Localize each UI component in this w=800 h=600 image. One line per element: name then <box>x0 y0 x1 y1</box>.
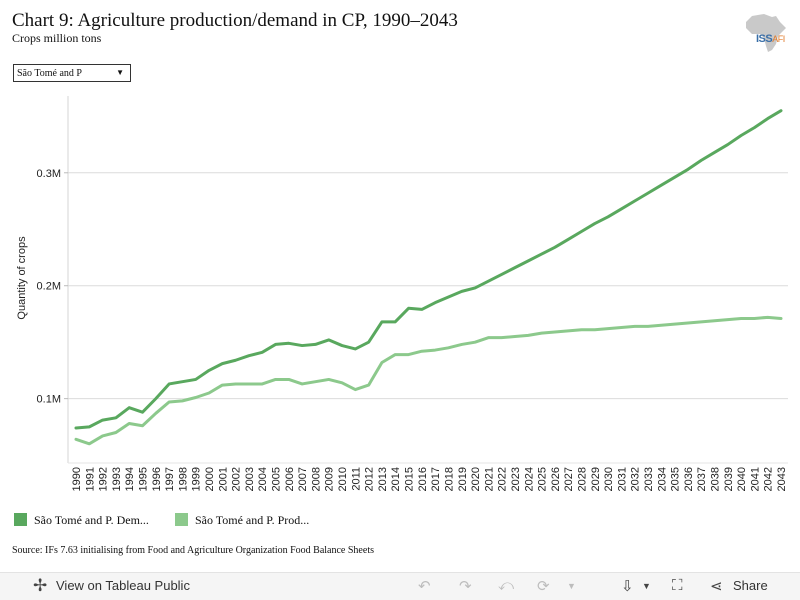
africa-map-icon <box>746 14 786 52</box>
y-axis: 0.1M 0.2M 0.3M <box>37 96 69 463</box>
x-tick-label: 2036 <box>683 467 695 491</box>
x-axis: 1990 1991 1992 1993 1994 1995 1996 1997 1998 1999… <box>68 462 788 491</box>
y-axis-label: Quantity of crops <box>16 236 28 320</box>
x-tick-label: 2041 <box>749 467 761 491</box>
x-tick-label: 2028 <box>576 467 588 491</box>
x-tick-label: 2021 <box>483 467 495 491</box>
x-tick-label: 2026 <box>550 467 562 491</box>
download-dropdown-icon[interactable]: ▼ <box>642 581 651 591</box>
tableau-logo-icon: ✢ <box>33 576 48 595</box>
x-tick-label: 1995 <box>138 467 150 491</box>
download-icon[interactable]: ⇩ <box>621 578 634 595</box>
x-tick-label: 2030 <box>603 467 615 491</box>
revert-icon[interactable]: ⤺ <box>498 577 515 594</box>
production-series-line[interactable] <box>74 315 783 446</box>
share-button[interactable]: Share <box>733 578 768 593</box>
x-tick-label: 2023 <box>510 467 522 491</box>
x-tick-label: 2013 <box>377 467 389 491</box>
legend-item-demand[interactable]: São Tomé and P. Dem... <box>14 513 149 528</box>
view-on-tableau-link[interactable]: View on Tableau Public <box>56 578 190 593</box>
x-tick-label: 2031 <box>616 467 628 491</box>
x-tick-label: 2033 <box>643 467 655 491</box>
refresh-icon[interactable]: ⟳ <box>537 578 550 595</box>
x-tick-label: 2024 <box>523 467 535 491</box>
redo-icon[interactable]: ↷ <box>459 578 472 595</box>
chart-grid <box>68 172 788 400</box>
dropdown-selected-value: São Tomé and P <box>17 68 82 79</box>
demand-series-line[interactable] <box>74 109 783 430</box>
share-icon[interactable]: ⋖ <box>710 578 723 595</box>
x-tick-label: 2016 <box>417 467 429 491</box>
refresh-dropdown-icon[interactable]: ▼ <box>567 581 576 591</box>
x-tick-label: 2004 <box>257 467 269 491</box>
legend-label-demand: São Tomé and P. Dem... <box>34 513 149 527</box>
x-tick-label: 2014 <box>390 467 402 491</box>
x-tick-label: 2007 <box>297 467 309 491</box>
x-tick-label: 2034 <box>656 467 668 491</box>
x-tick-label: 2025 <box>537 467 549 491</box>
x-tick-label: 2001 <box>217 467 229 491</box>
x-tick-label: 2008 <box>310 467 322 491</box>
x-tick-label: 1999 <box>191 467 203 491</box>
logo-text: ISSAFI <box>756 33 785 45</box>
legend-swatch-demand <box>14 513 27 526</box>
legend-label-production: São Tomé and P. Prod... <box>195 513 310 527</box>
x-tick-label: 1996 <box>151 467 163 491</box>
x-tick-label: 1991 <box>84 467 96 491</box>
x-tick-label: 2038 <box>709 467 721 491</box>
x-tick-label: 2020 <box>470 467 482 491</box>
x-tick-label: 2022 <box>497 467 509 491</box>
x-tick-label: 1993 <box>111 467 123 491</box>
x-tick-label: 2027 <box>563 467 575 491</box>
x-tick-label: 2009 <box>324 467 336 491</box>
x-tick-label: 2037 <box>696 467 708 491</box>
x-tick-label: 2006 <box>284 467 296 491</box>
source-note: Source: IFs 7.63 initialising from Food … <box>12 545 374 556</box>
x-tick-label: 2005 <box>271 467 283 491</box>
legend-item-production[interactable]: São Tomé and P. Prod... <box>175 513 309 528</box>
legend-swatch-production <box>175 513 188 526</box>
x-tick-label: 2010 <box>337 467 349 491</box>
x-tick-label: 2000 <box>204 467 216 491</box>
x-tick-label: 2017 <box>430 467 442 491</box>
x-tick-label: 2012 <box>364 467 376 491</box>
y-tick-label: 0.1M <box>37 394 61 406</box>
x-tick-label: 2011 <box>350 467 362 491</box>
x-tick-label: 2029 <box>590 467 602 491</box>
x-tick-label: 2035 <box>670 467 682 491</box>
chart-lines <box>74 109 783 446</box>
line-chart: 0.1M0.2M0.3M 1990 1991 1992 1993 1994 1995 199… <box>16 96 788 491</box>
x-tick-label: 2018 <box>443 467 455 491</box>
x-tick-label: 2032 <box>630 467 642 491</box>
x-tick-label: 1994 <box>124 467 136 491</box>
x-tick-label: 1997 <box>164 467 176 491</box>
x-tick-label: 2015 <box>404 467 416 491</box>
x-tick-label: 2002 <box>231 467 243 491</box>
fullscreen-icon[interactable]: ⛶ <box>672 577 683 594</box>
x-tick-label: 2003 <box>244 467 256 491</box>
tableau-toolbar: ✢ View on Tableau Public ↶ ↷ ⤺ ⟳ ▼ ⇩ ▼ ⛶… <box>0 572 800 600</box>
x-tick-label: 2039 <box>723 467 735 491</box>
x-tick-label: 1992 <box>98 467 110 491</box>
y-tick-label: 0.2M <box>37 281 61 293</box>
y-tick-label: 0.3M <box>37 168 61 180</box>
x-tick-label: 2019 <box>457 467 469 491</box>
x-tick-label: 2042 <box>763 467 775 491</box>
chart-title: Chart 9: Agriculture production/demand i… <box>12 10 458 31</box>
x-tick-label: 2043 <box>776 467 788 491</box>
chart-subtitle: Crops million tons <box>12 31 102 45</box>
undo-icon[interactable]: ↶ <box>418 578 431 595</box>
dropdown-arrow-icon: ▼ <box>116 68 124 77</box>
x-tick-label: 1990 <box>71 467 83 491</box>
country-filter-dropdown[interactable]: São Tomé and P ▼ <box>13 64 131 82</box>
x-tick-label: 1998 <box>177 467 189 491</box>
x-tick-label: 2040 <box>736 467 748 491</box>
